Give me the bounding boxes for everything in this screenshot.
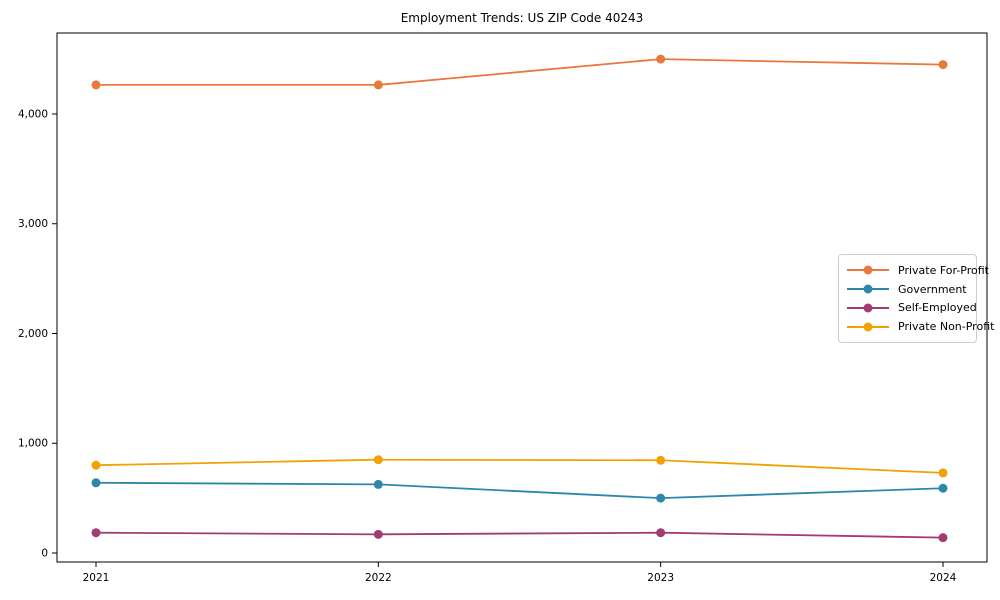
y-tick-label: 4,000 bbox=[18, 108, 48, 120]
y-tick-label: 3,000 bbox=[18, 218, 48, 230]
x-tick-label: 2021 bbox=[83, 572, 110, 584]
legend-marker-dot bbox=[863, 322, 873, 332]
data-point-marker bbox=[91, 478, 101, 488]
legend-marker-dot bbox=[863, 284, 873, 294]
legend-line-marker-swatch bbox=[847, 303, 889, 313]
y-tick-label: 2,000 bbox=[18, 328, 48, 340]
series-line bbox=[95, 481, 944, 500]
legend-label: Self-Employed bbox=[898, 301, 977, 315]
x-axis: 2021 2022 2023 2024 bbox=[83, 562, 957, 584]
y-tick-label: 0 bbox=[41, 548, 48, 560]
legend-marker-dot bbox=[863, 303, 873, 313]
legend-item: Private Non-Profit bbox=[847, 317, 994, 336]
legend-line-marker-swatch bbox=[847, 265, 889, 275]
data-point-marker bbox=[938, 468, 948, 478]
data-point-marker bbox=[656, 54, 666, 64]
data-point-marker bbox=[91, 80, 101, 90]
series-line bbox=[95, 531, 944, 539]
legend-label: Private For-Profit bbox=[898, 263, 989, 277]
legend: Private For-Profit Government Self-Employe… bbox=[838, 254, 994, 343]
data-point-marker bbox=[656, 528, 666, 538]
legend-item: Private For-Profit bbox=[847, 261, 989, 280]
legend-item: Government bbox=[847, 280, 968, 299]
data-point-marker bbox=[938, 533, 948, 543]
legend-label: Government bbox=[898, 282, 967, 296]
y-axis: 0 1,000 2,000 3,000 4,000 bbox=[18, 108, 57, 560]
x-tick-label: 2024 bbox=[930, 572, 957, 584]
data-point-marker bbox=[656, 493, 666, 503]
data-point-marker bbox=[91, 528, 101, 538]
legend-line-marker-swatch bbox=[847, 322, 889, 332]
series-line bbox=[95, 58, 944, 86]
x-tick-label: 2022 bbox=[365, 572, 392, 584]
legend-line-marker-swatch bbox=[847, 284, 889, 294]
data-point-marker bbox=[373, 80, 383, 90]
series-line bbox=[95, 458, 944, 474]
data-point-marker bbox=[91, 460, 101, 470]
data-point-marker bbox=[938, 60, 948, 70]
legend-marker-dot bbox=[863, 265, 873, 275]
data-point-marker bbox=[373, 529, 383, 539]
data-point-marker bbox=[373, 455, 383, 465]
x-tick-label: 2023 bbox=[647, 572, 674, 584]
chart-title: Employment Trends: US ZIP Code 40243 bbox=[401, 11, 644, 25]
legend-item: Self-Employed bbox=[847, 299, 977, 318]
plot-series bbox=[91, 54, 948, 543]
legend-label: Private Non-Profit bbox=[898, 320, 995, 334]
plot-area-border bbox=[56, 32, 988, 563]
data-point-marker bbox=[373, 479, 383, 489]
data-point-marker bbox=[656, 455, 666, 465]
y-tick-label: 1,000 bbox=[18, 438, 48, 450]
data-point-marker bbox=[938, 483, 948, 493]
